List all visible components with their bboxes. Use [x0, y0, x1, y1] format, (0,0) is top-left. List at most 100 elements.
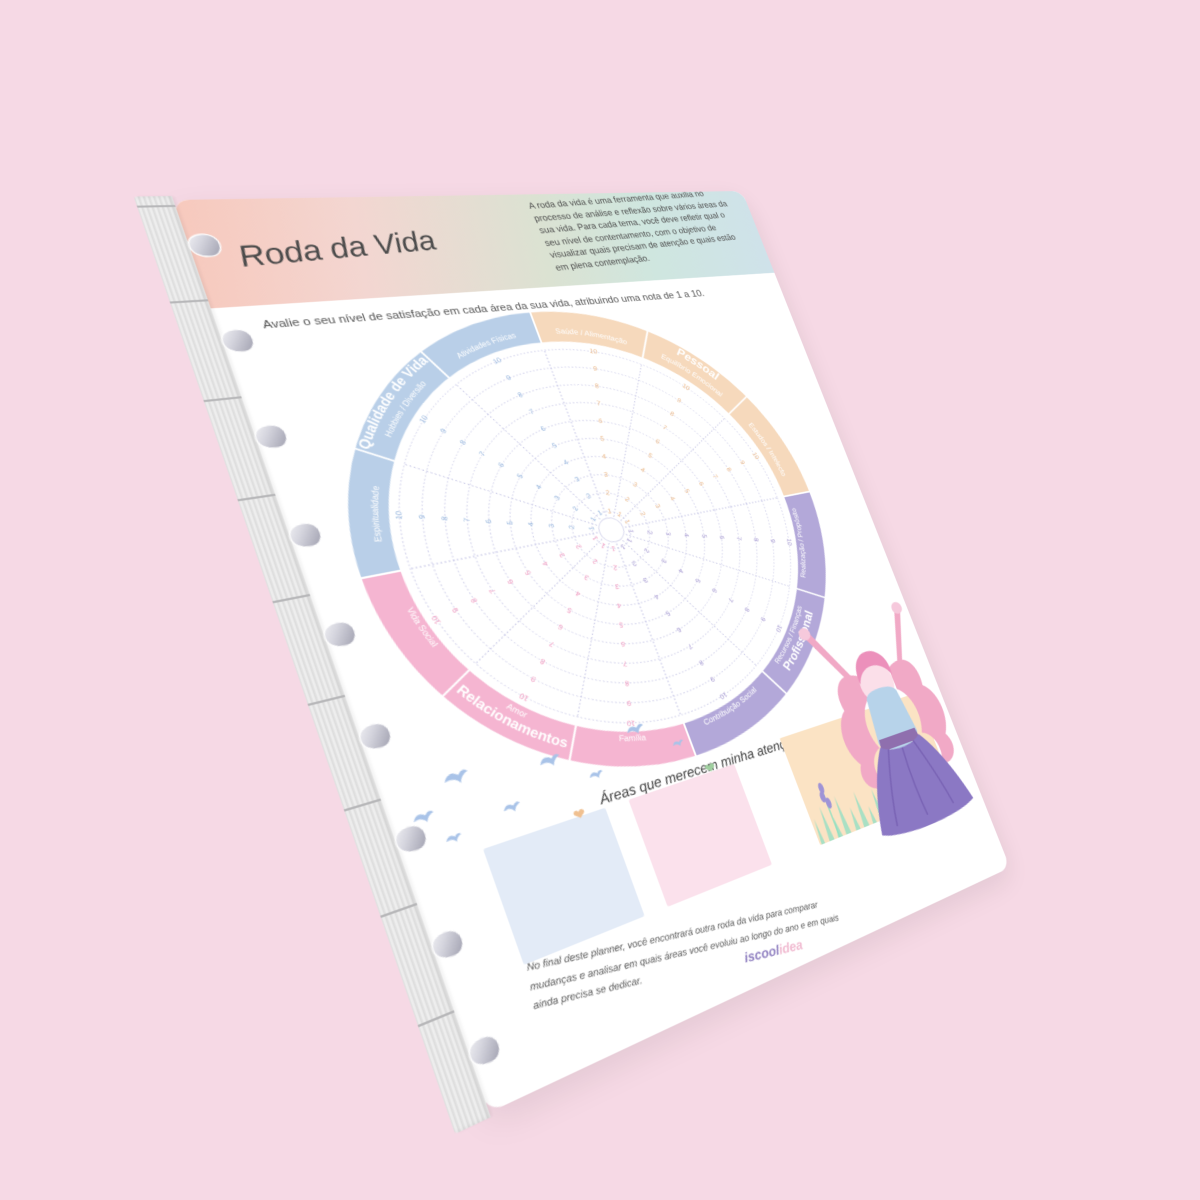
svg-text:1: 1: [623, 518, 632, 525]
svg-text:5: 5: [683, 488, 691, 494]
svg-text:7: 7: [596, 399, 601, 407]
svg-text:5: 5: [619, 621, 624, 629]
svg-text:3: 3: [615, 583, 620, 591]
svg-text:2: 2: [624, 495, 631, 503]
svg-text:3: 3: [603, 470, 608, 478]
svg-text:3: 3: [660, 557, 669, 564]
svg-text:7: 7: [735, 537, 743, 541]
svg-text:3: 3: [552, 494, 561, 502]
svg-text:1: 1: [616, 510, 623, 518]
svg-text:4: 4: [574, 589, 581, 598]
svg-text:6: 6: [718, 535, 726, 539]
svg-text:3: 3: [632, 480, 639, 488]
svg-text:8: 8: [539, 657, 547, 666]
svg-text:6: 6: [598, 417, 603, 425]
svg-text:10: 10: [394, 511, 404, 520]
svg-text:3: 3: [654, 503, 662, 510]
svg-text:5: 5: [550, 441, 558, 450]
svg-text:7: 7: [527, 407, 535, 416]
svg-text:3: 3: [664, 532, 672, 536]
svg-text:6: 6: [539, 424, 547, 433]
svg-text:1: 1: [599, 541, 606, 550]
svg-text:8: 8: [440, 516, 450, 521]
svg-text:2: 2: [574, 543, 583, 550]
svg-text:7: 7: [662, 424, 668, 432]
svg-text:8: 8: [458, 438, 468, 446]
svg-text:1: 1: [587, 526, 596, 530]
svg-text:2: 2: [591, 557, 598, 566]
svg-text:7: 7: [686, 642, 694, 651]
svg-text:7: 7: [727, 597, 735, 604]
svg-text:1: 1: [611, 545, 616, 553]
svg-text:6: 6: [496, 461, 506, 469]
svg-text:10: 10: [589, 347, 597, 355]
svg-text:9: 9: [529, 675, 537, 685]
svg-text:4: 4: [677, 567, 686, 574]
svg-text:7: 7: [711, 473, 719, 479]
svg-text:2: 2: [571, 505, 580, 513]
svg-text:9: 9: [450, 606, 460, 614]
svg-text:4: 4: [526, 522, 535, 527]
svg-text:4: 4: [540, 560, 550, 567]
svg-text:5: 5: [701, 534, 709, 538]
svg-text:8: 8: [624, 679, 629, 687]
svg-text:2: 2: [567, 525, 576, 529]
svg-text:3: 3: [547, 523, 556, 528]
svg-text:6: 6: [505, 578, 515, 585]
svg-text:4: 4: [669, 495, 677, 501]
svg-text:10: 10: [491, 356, 503, 366]
svg-text:9: 9: [676, 396, 682, 404]
svg-text:5: 5: [600, 435, 605, 443]
svg-text:2: 2: [642, 547, 651, 554]
svg-text:7: 7: [462, 518, 471, 523]
svg-text:2: 2: [613, 564, 618, 572]
svg-text:4: 4: [617, 602, 622, 610]
svg-text:9: 9: [417, 514, 427, 519]
svg-text:9: 9: [626, 699, 631, 707]
svg-text:1: 1: [619, 543, 627, 552]
svg-text:6: 6: [710, 587, 718, 594]
svg-text:7: 7: [622, 660, 627, 668]
svg-text:10: 10: [751, 451, 761, 460]
svg-text:5: 5: [505, 521, 514, 526]
svg-text:9: 9: [593, 365, 598, 373]
svg-text:6: 6: [697, 481, 705, 487]
svg-text:2: 2: [584, 492, 592, 501]
svg-text:2: 2: [605, 489, 610, 497]
svg-text:1: 1: [607, 507, 612, 515]
svg-text:4: 4: [534, 483, 544, 491]
svg-text:10: 10: [429, 614, 442, 626]
svg-text:5: 5: [523, 569, 533, 576]
svg-text:4: 4: [653, 593, 661, 602]
svg-text:4: 4: [602, 452, 607, 460]
svg-text:2: 2: [639, 510, 648, 517]
svg-text:5: 5: [664, 609, 672, 618]
svg-text:6: 6: [557, 623, 565, 632]
svg-text:3: 3: [642, 576, 650, 585]
svg-text:8: 8: [725, 466, 733, 472]
svg-text:6: 6: [675, 626, 683, 635]
svg-text:1: 1: [627, 529, 635, 533]
svg-text:3: 3: [573, 475, 581, 484]
svg-text:5: 5: [515, 472, 525, 480]
svg-text:5: 5: [566, 606, 573, 615]
svg-text:4: 4: [562, 458, 570, 467]
svg-text:7: 7: [548, 640, 556, 649]
svg-text:8: 8: [743, 606, 751, 613]
svg-text:10: 10: [681, 382, 690, 392]
svg-text:10: 10: [785, 538, 793, 545]
svg-text:9: 9: [769, 539, 776, 543]
svg-text:2: 2: [630, 559, 638, 568]
svg-text:10: 10: [518, 691, 530, 703]
svg-text:1: 1: [589, 515, 598, 523]
svg-text:8: 8: [595, 382, 600, 390]
svg-text:8: 8: [469, 597, 479, 605]
svg-text:6: 6: [621, 640, 626, 648]
svg-text:9: 9: [709, 675, 717, 684]
svg-text:9: 9: [739, 459, 747, 465]
svg-text:7: 7: [477, 450, 487, 458]
svg-text:9: 9: [759, 616, 767, 623]
svg-text:3: 3: [583, 573, 590, 582]
svg-text:6: 6: [484, 519, 493, 524]
svg-text:7: 7: [487, 587, 497, 595]
